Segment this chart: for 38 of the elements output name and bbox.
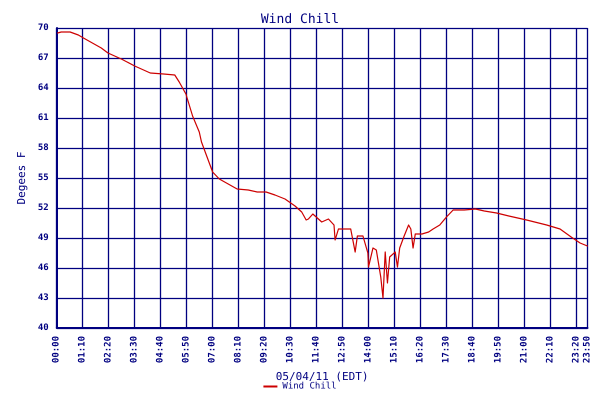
x-tick-label: 03:30 [130, 336, 140, 364]
x-tick-label: 15:10 [389, 336, 400, 364]
x-tick-label: 09:20 [260, 336, 270, 364]
x-tick-label: 19:50 [493, 336, 504, 364]
x-tick-label: 16:20 [415, 336, 426, 364]
y-tick-label: 67 [38, 53, 49, 63]
x-tick-label: 00:00 [52, 336, 62, 364]
x-tick-label: 02:20 [104, 336, 114, 364]
y-tick-label: 49 [38, 233, 49, 243]
x-tick-label: 18:40 [467, 336, 478, 364]
x-tick-label: 23:50 [582, 336, 592, 364]
y-tick-label: 55 [38, 173, 49, 183]
x-tick-label: 08:10 [234, 336, 244, 364]
x-tick-label: 17:30 [441, 336, 452, 364]
line-series [57, 31, 588, 299]
x-tick-label: 01:10 [78, 336, 88, 364]
x-axis-title: 05/04/11 (EDT) [276, 370, 368, 383]
y-tick-label: 61 [38, 113, 49, 123]
y-tick-label: 52 [38, 203, 49, 213]
y-tick-label: 58 [38, 143, 49, 153]
x-tick-label: 23:20 [571, 336, 582, 364]
x-tick-label: 12:50 [338, 336, 348, 364]
x-tick-label: 21:00 [519, 336, 530, 364]
y-tick-label: 64 [38, 83, 50, 93]
x-tick-label: 04:40 [156, 336, 166, 364]
x-tick-label: 14:00 [364, 336, 374, 364]
y-tick-label: 46 [38, 263, 49, 273]
x-tick-label: 05:50 [182, 336, 192, 364]
y-tick-label: 70 [38, 23, 49, 33]
chart-title: Wind Chill [260, 12, 340, 27]
y-tick-label: 43 [38, 293, 49, 303]
x-tick-label: 10:30 [286, 336, 296, 364]
x-tick-label: 07:00 [208, 336, 218, 364]
y-axis-title: Degees F [15, 152, 28, 204]
x-tick-label: 22:10 [545, 336, 556, 364]
x-tick-label: 11:40 [312, 336, 322, 364]
legend-label: Wind Chill [282, 382, 337, 392]
y-tick-label: 40 [38, 323, 49, 333]
